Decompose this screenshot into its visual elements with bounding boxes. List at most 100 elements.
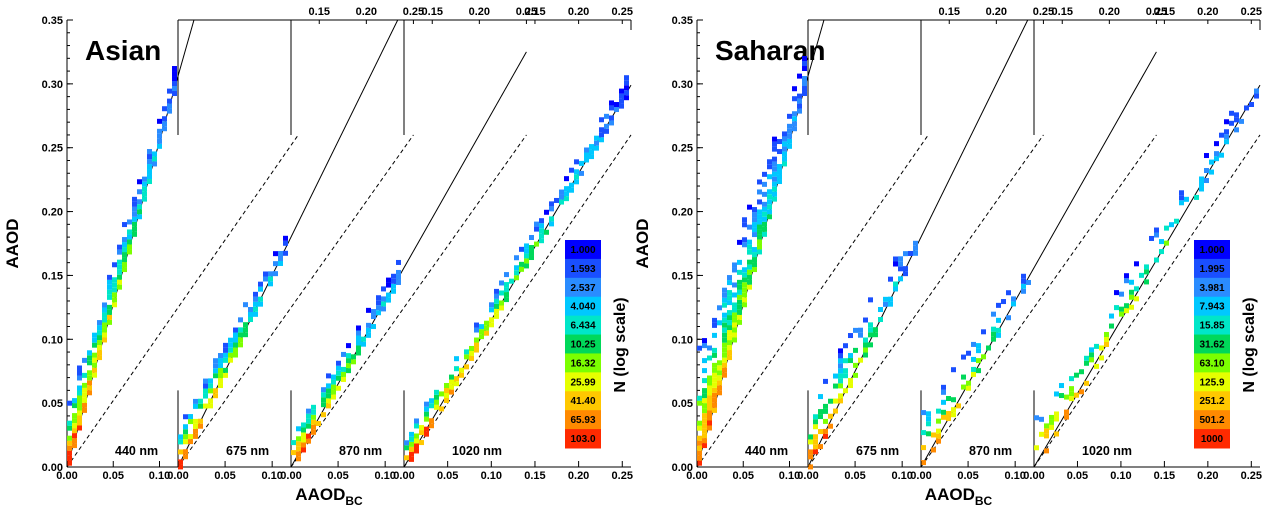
heatmap-cell bbox=[1129, 294, 1134, 300]
heatmap-cell bbox=[727, 330, 732, 336]
heatmap-cell bbox=[77, 365, 82, 371]
heatmap-cell bbox=[147, 159, 152, 165]
heatmap-cell bbox=[1104, 341, 1109, 347]
reference-line-dashed bbox=[920, 134, 1157, 468]
heatmap-cell bbox=[92, 357, 97, 363]
heatmap-cell bbox=[132, 216, 137, 222]
heatmap-cell bbox=[961, 354, 966, 360]
heatmap-cell bbox=[489, 307, 494, 313]
heatmap-cell bbox=[767, 159, 772, 165]
heatmap-cell bbox=[444, 388, 449, 394]
heatmap-cell bbox=[356, 325, 361, 331]
heatmap-cell bbox=[172, 76, 177, 82]
heatmap-cell bbox=[893, 256, 898, 262]
colorbar-label: 63.10 bbox=[1199, 358, 1224, 369]
heatmap-cell bbox=[702, 438, 707, 444]
heatmap-cell bbox=[777, 149, 782, 155]
heatmap-cell bbox=[584, 147, 589, 153]
heatmap-cell bbox=[888, 296, 893, 302]
heatmap-cell bbox=[331, 384, 336, 390]
heatmap-cell bbox=[903, 251, 908, 257]
heatmap-cell bbox=[1054, 431, 1059, 437]
heatmap-cell bbox=[976, 343, 981, 349]
heatmap-cell bbox=[429, 423, 434, 429]
heatmap-cell bbox=[331, 389, 336, 395]
heatmap-cell bbox=[107, 284, 112, 290]
heatmap-cell bbox=[782, 161, 787, 167]
heatmap-cell bbox=[1034, 415, 1039, 421]
heatmap-cell bbox=[346, 363, 351, 369]
heatmap-cell bbox=[296, 451, 301, 457]
heatmap-cell bbox=[717, 390, 722, 396]
heatmap-cell bbox=[137, 214, 142, 220]
heatmap-cell bbox=[702, 343, 707, 349]
reference-line-dashed bbox=[1033, 134, 1261, 468]
heatmap-cell bbox=[223, 357, 228, 363]
heatmap-cell bbox=[722, 347, 727, 353]
heatmap-cell bbox=[722, 362, 727, 368]
heatmap-cell bbox=[233, 327, 238, 333]
heatmap-cell bbox=[971, 356, 976, 362]
heatmap-cell bbox=[172, 71, 177, 77]
wavelength-label: 1020 nm bbox=[1082, 444, 1132, 458]
heatmap-cell bbox=[1229, 120, 1234, 126]
heatmap-cell bbox=[238, 342, 243, 348]
heatmap-cell bbox=[1089, 347, 1094, 353]
heatmap-cell bbox=[757, 179, 762, 185]
reference-line-dashed bbox=[177, 134, 414, 468]
heatmap-cell bbox=[742, 287, 747, 293]
heatmap-cell bbox=[112, 277, 117, 283]
heatmap-cell bbox=[702, 423, 707, 429]
heatmap-cell bbox=[1079, 389, 1084, 395]
heatmap-cell bbox=[326, 403, 331, 409]
heatmap-cell bbox=[747, 249, 752, 255]
heatmap-cell bbox=[321, 387, 326, 393]
panel-440nm: 0.00 0.05 0.10 440 nm bbox=[686, 19, 929, 482]
heatmap-cell bbox=[336, 365, 341, 371]
heatmap-cell bbox=[67, 420, 72, 426]
heatmap-cell bbox=[802, 81, 807, 87]
heatmap-cell bbox=[391, 283, 396, 289]
heatmap-cell bbox=[291, 440, 296, 446]
panel-1020nm: 0.00 0.05 0.10 0.15 0.20 0.250.15 0.20 0.251020… bbox=[1023, 6, 1262, 482]
heatmap-cell bbox=[132, 196, 137, 202]
heatmap-cell bbox=[697, 460, 702, 466]
heatmap-cell bbox=[931, 447, 936, 453]
heatmap-cell bbox=[172, 66, 177, 72]
colorbar-segment bbox=[1194, 429, 1230, 449]
heatmap-cell bbox=[727, 275, 732, 281]
wavelength-label: 675 nm bbox=[856, 444, 899, 458]
heatmap-cell bbox=[697, 425, 702, 431]
heatmap-cell bbox=[727, 320, 732, 326]
heatmap-cell bbox=[772, 161, 777, 167]
heatmap-cell bbox=[409, 431, 414, 437]
heatmap-cell bbox=[747, 269, 752, 275]
heatmap-cell bbox=[722, 287, 727, 293]
heatmap-cell bbox=[524, 253, 529, 259]
heatmap-cell bbox=[162, 126, 167, 132]
heatmap-cell bbox=[712, 402, 717, 408]
heatmap-cell bbox=[92, 362, 97, 368]
heatmap-cell bbox=[697, 450, 702, 456]
heatmap-cell bbox=[808, 439, 813, 445]
heatmap-cell bbox=[409, 456, 414, 462]
heatmap-cell bbox=[404, 440, 409, 446]
heatmap-cell bbox=[712, 367, 717, 373]
heatmap-cell bbox=[1124, 273, 1129, 279]
heatmap-cell bbox=[77, 385, 82, 391]
heatmap-cell bbox=[1204, 178, 1209, 184]
heatmap-cell bbox=[883, 296, 888, 302]
heatmap-cell bbox=[752, 212, 757, 218]
heatmap-cell bbox=[454, 381, 459, 387]
heatmap-cell bbox=[1234, 117, 1239, 123]
heatmap-cell bbox=[117, 269, 122, 275]
heatmap-cell bbox=[203, 378, 208, 384]
heatmap-cell bbox=[1089, 352, 1094, 358]
heatmap-cell bbox=[157, 138, 162, 144]
heatmap-cell bbox=[808, 449, 813, 455]
heatmap-cell bbox=[898, 266, 903, 272]
heatmap-cell bbox=[326, 388, 331, 394]
heatmap-cell bbox=[946, 416, 951, 422]
heatmap-cell bbox=[424, 416, 429, 422]
